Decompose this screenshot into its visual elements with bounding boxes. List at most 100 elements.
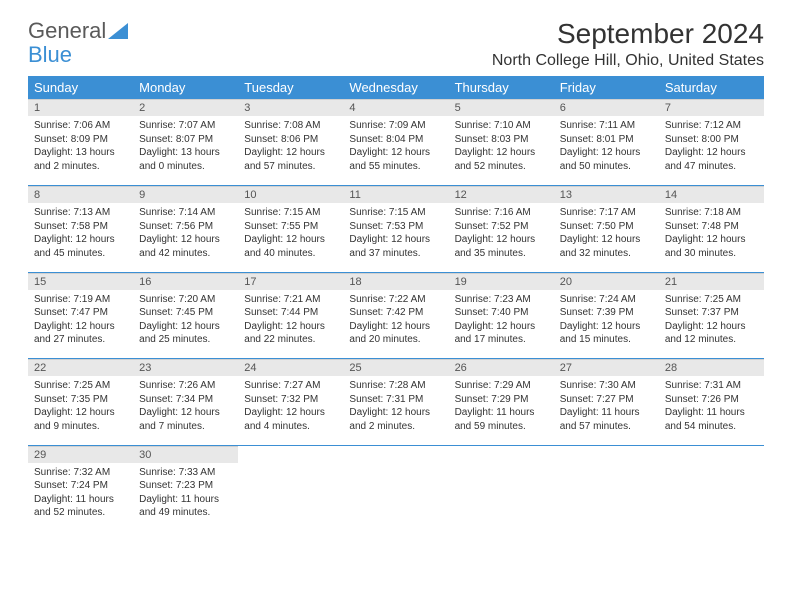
sunrise-line: Sunrise: 7:17 AM xyxy=(560,206,653,220)
sunset-line: Sunset: 8:03 PM xyxy=(455,133,548,147)
day-number: 21 xyxy=(659,273,764,290)
sunrise-line: Sunrise: 7:25 AM xyxy=(34,379,127,393)
empty-day xyxy=(554,446,659,450)
sunrise-line: Sunrise: 7:26 AM xyxy=(139,379,232,393)
day-number: 20 xyxy=(554,273,659,290)
sunset-line: Sunset: 7:53 PM xyxy=(349,220,442,234)
sunset-line: Sunset: 7:58 PM xyxy=(34,220,127,234)
sunrise-line: Sunrise: 7:15 AM xyxy=(244,206,337,220)
sunrise-line: Sunrise: 7:23 AM xyxy=(455,293,548,307)
day-details: Sunrise: 7:29 AMSunset: 7:29 PMDaylight:… xyxy=(449,376,554,439)
sunset-line: Sunset: 8:04 PM xyxy=(349,133,442,147)
empty-day xyxy=(238,446,343,450)
daylight-line: Daylight: 12 hours and 32 minutes. xyxy=(560,233,653,260)
day-number: 19 xyxy=(449,273,554,290)
day-header: Friday xyxy=(554,76,659,99)
sunrise-line: Sunrise: 7:31 AM xyxy=(665,379,758,393)
sunset-line: Sunset: 7:35 PM xyxy=(34,393,127,407)
calendar-day-cell: 29Sunrise: 7:32 AMSunset: 7:24 PMDayligh… xyxy=(28,445,133,531)
day-details: Sunrise: 7:28 AMSunset: 7:31 PMDaylight:… xyxy=(343,376,448,439)
day-number: 2 xyxy=(133,99,238,116)
daylight-line: Daylight: 12 hours and 37 minutes. xyxy=(349,233,442,260)
calendar-day-cell: 25Sunrise: 7:28 AMSunset: 7:31 PMDayligh… xyxy=(343,359,448,445)
daylight-line: Daylight: 13 hours and 0 minutes. xyxy=(139,146,232,173)
daylight-line: Daylight: 12 hours and 52 minutes. xyxy=(455,146,548,173)
calendar-day-cell: 23Sunrise: 7:26 AMSunset: 7:34 PMDayligh… xyxy=(133,359,238,445)
daylight-line: Daylight: 12 hours and 35 minutes. xyxy=(455,233,548,260)
calendar-day-cell xyxy=(343,445,448,531)
day-number: 13 xyxy=(554,186,659,203)
day-details: Sunrise: 7:26 AMSunset: 7:34 PMDaylight:… xyxy=(133,376,238,439)
daylight-line: Daylight: 11 hours and 59 minutes. xyxy=(455,406,548,433)
day-details: Sunrise: 7:09 AMSunset: 8:04 PMDaylight:… xyxy=(343,116,448,179)
day-details: Sunrise: 7:06 AMSunset: 8:09 PMDaylight:… xyxy=(28,116,133,179)
daylight-line: Daylight: 12 hours and 12 minutes. xyxy=(665,320,758,347)
day-number: 5 xyxy=(449,99,554,116)
day-number: 10 xyxy=(238,186,343,203)
daylight-line: Daylight: 12 hours and 27 minutes. xyxy=(34,320,127,347)
day-details: Sunrise: 7:20 AMSunset: 7:45 PMDaylight:… xyxy=(133,290,238,353)
logo: General xyxy=(28,18,128,44)
daylight-line: Daylight: 11 hours and 49 minutes. xyxy=(139,493,232,520)
day-details: Sunrise: 7:11 AMSunset: 8:01 PMDaylight:… xyxy=(554,116,659,179)
calendar-week-row: 8Sunrise: 7:13 AMSunset: 7:58 PMDaylight… xyxy=(28,186,764,272)
calendar-day-cell xyxy=(449,445,554,531)
sunrise-line: Sunrise: 7:11 AM xyxy=(560,119,653,133)
calendar-day-cell: 3Sunrise: 7:08 AMSunset: 8:06 PMDaylight… xyxy=(238,99,343,185)
calendar-day-cell: 19Sunrise: 7:23 AMSunset: 7:40 PMDayligh… xyxy=(449,272,554,358)
day-number: 17 xyxy=(238,273,343,290)
calendar-day-cell: 16Sunrise: 7:20 AMSunset: 7:45 PMDayligh… xyxy=(133,272,238,358)
empty-day xyxy=(449,446,554,450)
day-number: 7 xyxy=(659,99,764,116)
calendar-day-cell: 22Sunrise: 7:25 AMSunset: 7:35 PMDayligh… xyxy=(28,359,133,445)
sunset-line: Sunset: 8:06 PM xyxy=(244,133,337,147)
sunrise-line: Sunrise: 7:21 AM xyxy=(244,293,337,307)
daylight-line: Daylight: 12 hours and 25 minutes. xyxy=(139,320,232,347)
sunrise-line: Sunrise: 7:10 AM xyxy=(455,119,548,133)
daylight-line: Daylight: 12 hours and 20 minutes. xyxy=(349,320,442,347)
day-details: Sunrise: 7:31 AMSunset: 7:26 PMDaylight:… xyxy=(659,376,764,439)
sunrise-line: Sunrise: 7:18 AM xyxy=(665,206,758,220)
calendar-week-row: 22Sunrise: 7:25 AMSunset: 7:35 PMDayligh… xyxy=(28,359,764,445)
title-block: September 2024 North College Hill, Ohio,… xyxy=(492,18,764,70)
month-title: September 2024 xyxy=(492,18,764,50)
sunrise-line: Sunrise: 7:30 AM xyxy=(560,379,653,393)
sunrise-line: Sunrise: 7:27 AM xyxy=(244,379,337,393)
day-details: Sunrise: 7:15 AMSunset: 7:55 PMDaylight:… xyxy=(238,203,343,266)
empty-day xyxy=(343,446,448,450)
day-details: Sunrise: 7:22 AMSunset: 7:42 PMDaylight:… xyxy=(343,290,448,353)
sunset-line: Sunset: 7:47 PM xyxy=(34,306,127,320)
day-details: Sunrise: 7:30 AMSunset: 7:27 PMDaylight:… xyxy=(554,376,659,439)
daylight-line: Daylight: 12 hours and 45 minutes. xyxy=(34,233,127,260)
calendar-day-cell: 7Sunrise: 7:12 AMSunset: 8:00 PMDaylight… xyxy=(659,99,764,185)
calendar-day-cell: 10Sunrise: 7:15 AMSunset: 7:55 PMDayligh… xyxy=(238,186,343,272)
calendar-week-row: 15Sunrise: 7:19 AMSunset: 7:47 PMDayligh… xyxy=(28,272,764,358)
sunset-line: Sunset: 7:34 PM xyxy=(139,393,232,407)
calendar-day-cell: 15Sunrise: 7:19 AMSunset: 7:47 PMDayligh… xyxy=(28,272,133,358)
calendar-day-cell: 8Sunrise: 7:13 AMSunset: 7:58 PMDaylight… xyxy=(28,186,133,272)
calendar-day-cell: 20Sunrise: 7:24 AMSunset: 7:39 PMDayligh… xyxy=(554,272,659,358)
sunrise-line: Sunrise: 7:19 AM xyxy=(34,293,127,307)
sunset-line: Sunset: 7:42 PM xyxy=(349,306,442,320)
sunset-line: Sunset: 7:27 PM xyxy=(560,393,653,407)
calendar-day-cell: 26Sunrise: 7:29 AMSunset: 7:29 PMDayligh… xyxy=(449,359,554,445)
calendar-day-cell: 27Sunrise: 7:30 AMSunset: 7:27 PMDayligh… xyxy=(554,359,659,445)
daylight-line: Daylight: 11 hours and 54 minutes. xyxy=(665,406,758,433)
sunrise-line: Sunrise: 7:08 AM xyxy=(244,119,337,133)
day-number: 3 xyxy=(238,99,343,116)
day-details: Sunrise: 7:08 AMSunset: 8:06 PMDaylight:… xyxy=(238,116,343,179)
day-number: 6 xyxy=(554,99,659,116)
day-number: 27 xyxy=(554,359,659,376)
sunrise-line: Sunrise: 7:33 AM xyxy=(139,466,232,480)
sunset-line: Sunset: 8:00 PM xyxy=(665,133,758,147)
sunrise-line: Sunrise: 7:24 AM xyxy=(560,293,653,307)
day-number: 23 xyxy=(133,359,238,376)
calendar-day-cell: 24Sunrise: 7:27 AMSunset: 7:32 PMDayligh… xyxy=(238,359,343,445)
sunrise-line: Sunrise: 7:15 AM xyxy=(349,206,442,220)
calendar-day-cell: 30Sunrise: 7:33 AMSunset: 7:23 PMDayligh… xyxy=(133,445,238,531)
daylight-line: Daylight: 11 hours and 57 minutes. xyxy=(560,406,653,433)
sunrise-line: Sunrise: 7:14 AM xyxy=(139,206,232,220)
daylight-line: Daylight: 11 hours and 52 minutes. xyxy=(34,493,127,520)
header: General September 2024 North College Hil… xyxy=(28,18,764,70)
sunrise-line: Sunrise: 7:16 AM xyxy=(455,206,548,220)
